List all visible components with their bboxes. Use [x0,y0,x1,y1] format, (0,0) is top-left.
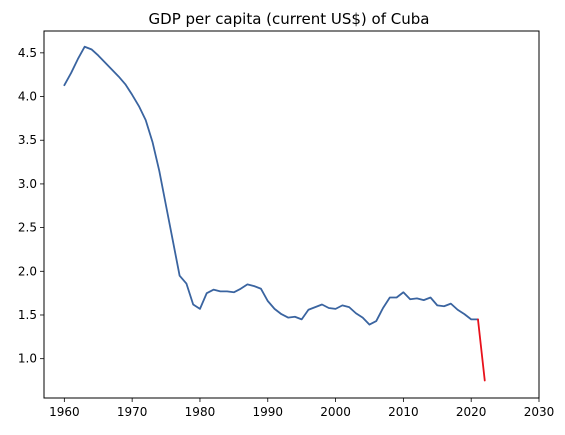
x-tick-label: 1990 [252,405,283,419]
series-line-latest [477,318,486,382]
x-tick-label: 1970 [117,405,148,419]
plot-frame [43,30,540,399]
series-line-history [63,45,479,326]
x-tick-label: 1980 [185,405,216,419]
y-tick-label: 4.5 [18,46,37,60]
series-layer [63,45,486,382]
y-tick-label: 3.0 [18,177,37,191]
x-tick-label: 1960 [49,405,80,419]
y-tick-label: 3.5 [18,133,37,147]
x-tick-label: 2000 [320,405,351,419]
y-tick-label: 4.0 [18,90,37,104]
axes-layer: 1960 1970 1980 1990 2000 2010 2020 2030 1.0 1.5 2.… [18,46,554,419]
y-tick-label: 1.5 [18,308,37,322]
x-tick-label: 2010 [388,405,419,419]
x-tick-label: 2020 [456,405,487,419]
x-tick-label: 2030 [524,405,555,419]
y-tick-label: 1.0 [18,352,37,366]
chart-title: GDP per capita (current US$) of Cuba [149,10,430,28]
y-tick-label: 2.5 [18,221,37,235]
y-tick-label: 2.0 [18,264,37,278]
